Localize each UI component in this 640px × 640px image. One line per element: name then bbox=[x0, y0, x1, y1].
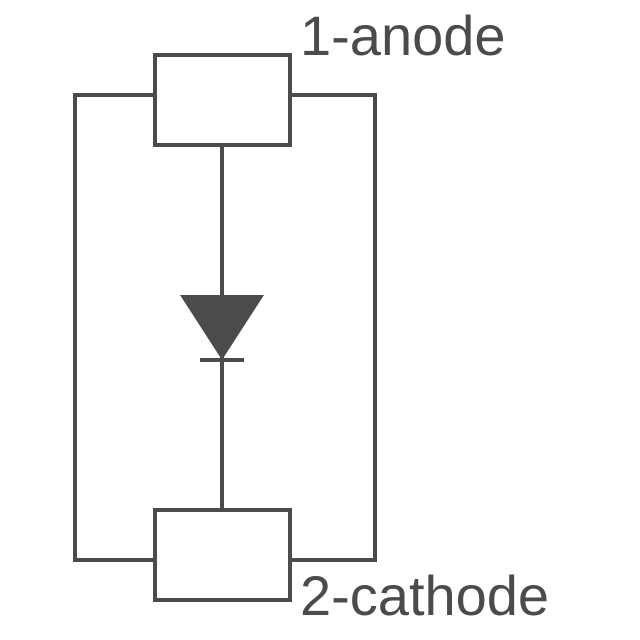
cathode-label: 2-cathode bbox=[300, 564, 549, 627]
bottom-pad bbox=[155, 510, 290, 600]
top-pad bbox=[155, 55, 290, 145]
anode-label: 1-anode bbox=[300, 4, 506, 67]
diode-schematic: 1-anode 2-cathode bbox=[0, 0, 640, 640]
